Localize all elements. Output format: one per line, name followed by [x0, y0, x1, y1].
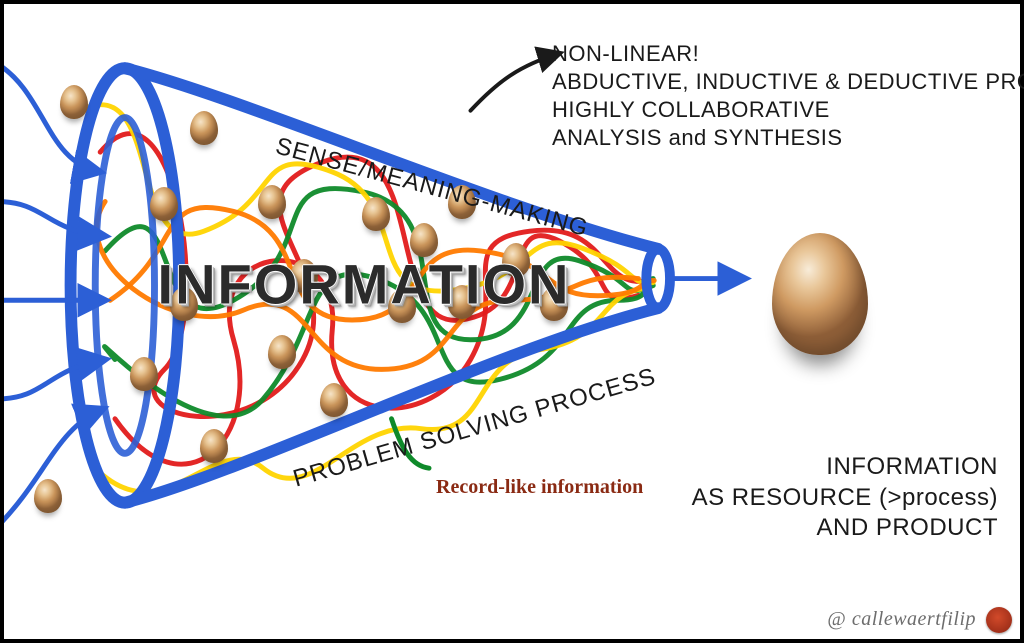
input-egg: [34, 479, 62, 513]
input-egg: [200, 429, 228, 463]
input-egg: [362, 197, 390, 231]
input-egg: [60, 85, 88, 119]
bullet-line: HIGHLY COLLABORATIVE: [552, 96, 1024, 124]
bullet-line: ABDUCTIVE, INDUCTIVE & DEDUCTIVE PROCESS…: [552, 68, 1024, 96]
bullet-line: NON-LINEAR!: [552, 40, 1024, 68]
attribution: @ callewaertfilip: [827, 608, 976, 631]
bullet-list: NON-LINEAR!ABDUCTIVE, INDUCTIVE & DEDUCT…: [552, 40, 1024, 153]
bullet-line: ANALYSIS and SYNTHESIS: [552, 124, 1024, 152]
input-egg: [268, 335, 296, 369]
input-egg: [258, 185, 286, 219]
product-line: AND PRODUCT: [692, 513, 998, 544]
input-egg: [190, 111, 218, 145]
signature-dot-icon: [986, 607, 1012, 633]
product-line: INFORMATION: [692, 452, 998, 483]
product-block: INFORMATIONAS RESOURCE (>process)AND PRO…: [692, 452, 998, 544]
attribution-handle: callewaertfilip: [852, 608, 976, 630]
callout-arrow: [471, 53, 560, 110]
input-egg: [130, 357, 158, 391]
input-egg: [150, 187, 178, 221]
diagram-stage: { "canvas": { "width": 1024, "height": 6…: [4, 4, 1020, 639]
center-title: INFORMATION: [158, 252, 571, 317]
label-record-like: Record-like information: [436, 476, 643, 499]
input-egg: [320, 383, 348, 417]
product-line: AS RESOURCE (>process): [692, 483, 998, 514]
